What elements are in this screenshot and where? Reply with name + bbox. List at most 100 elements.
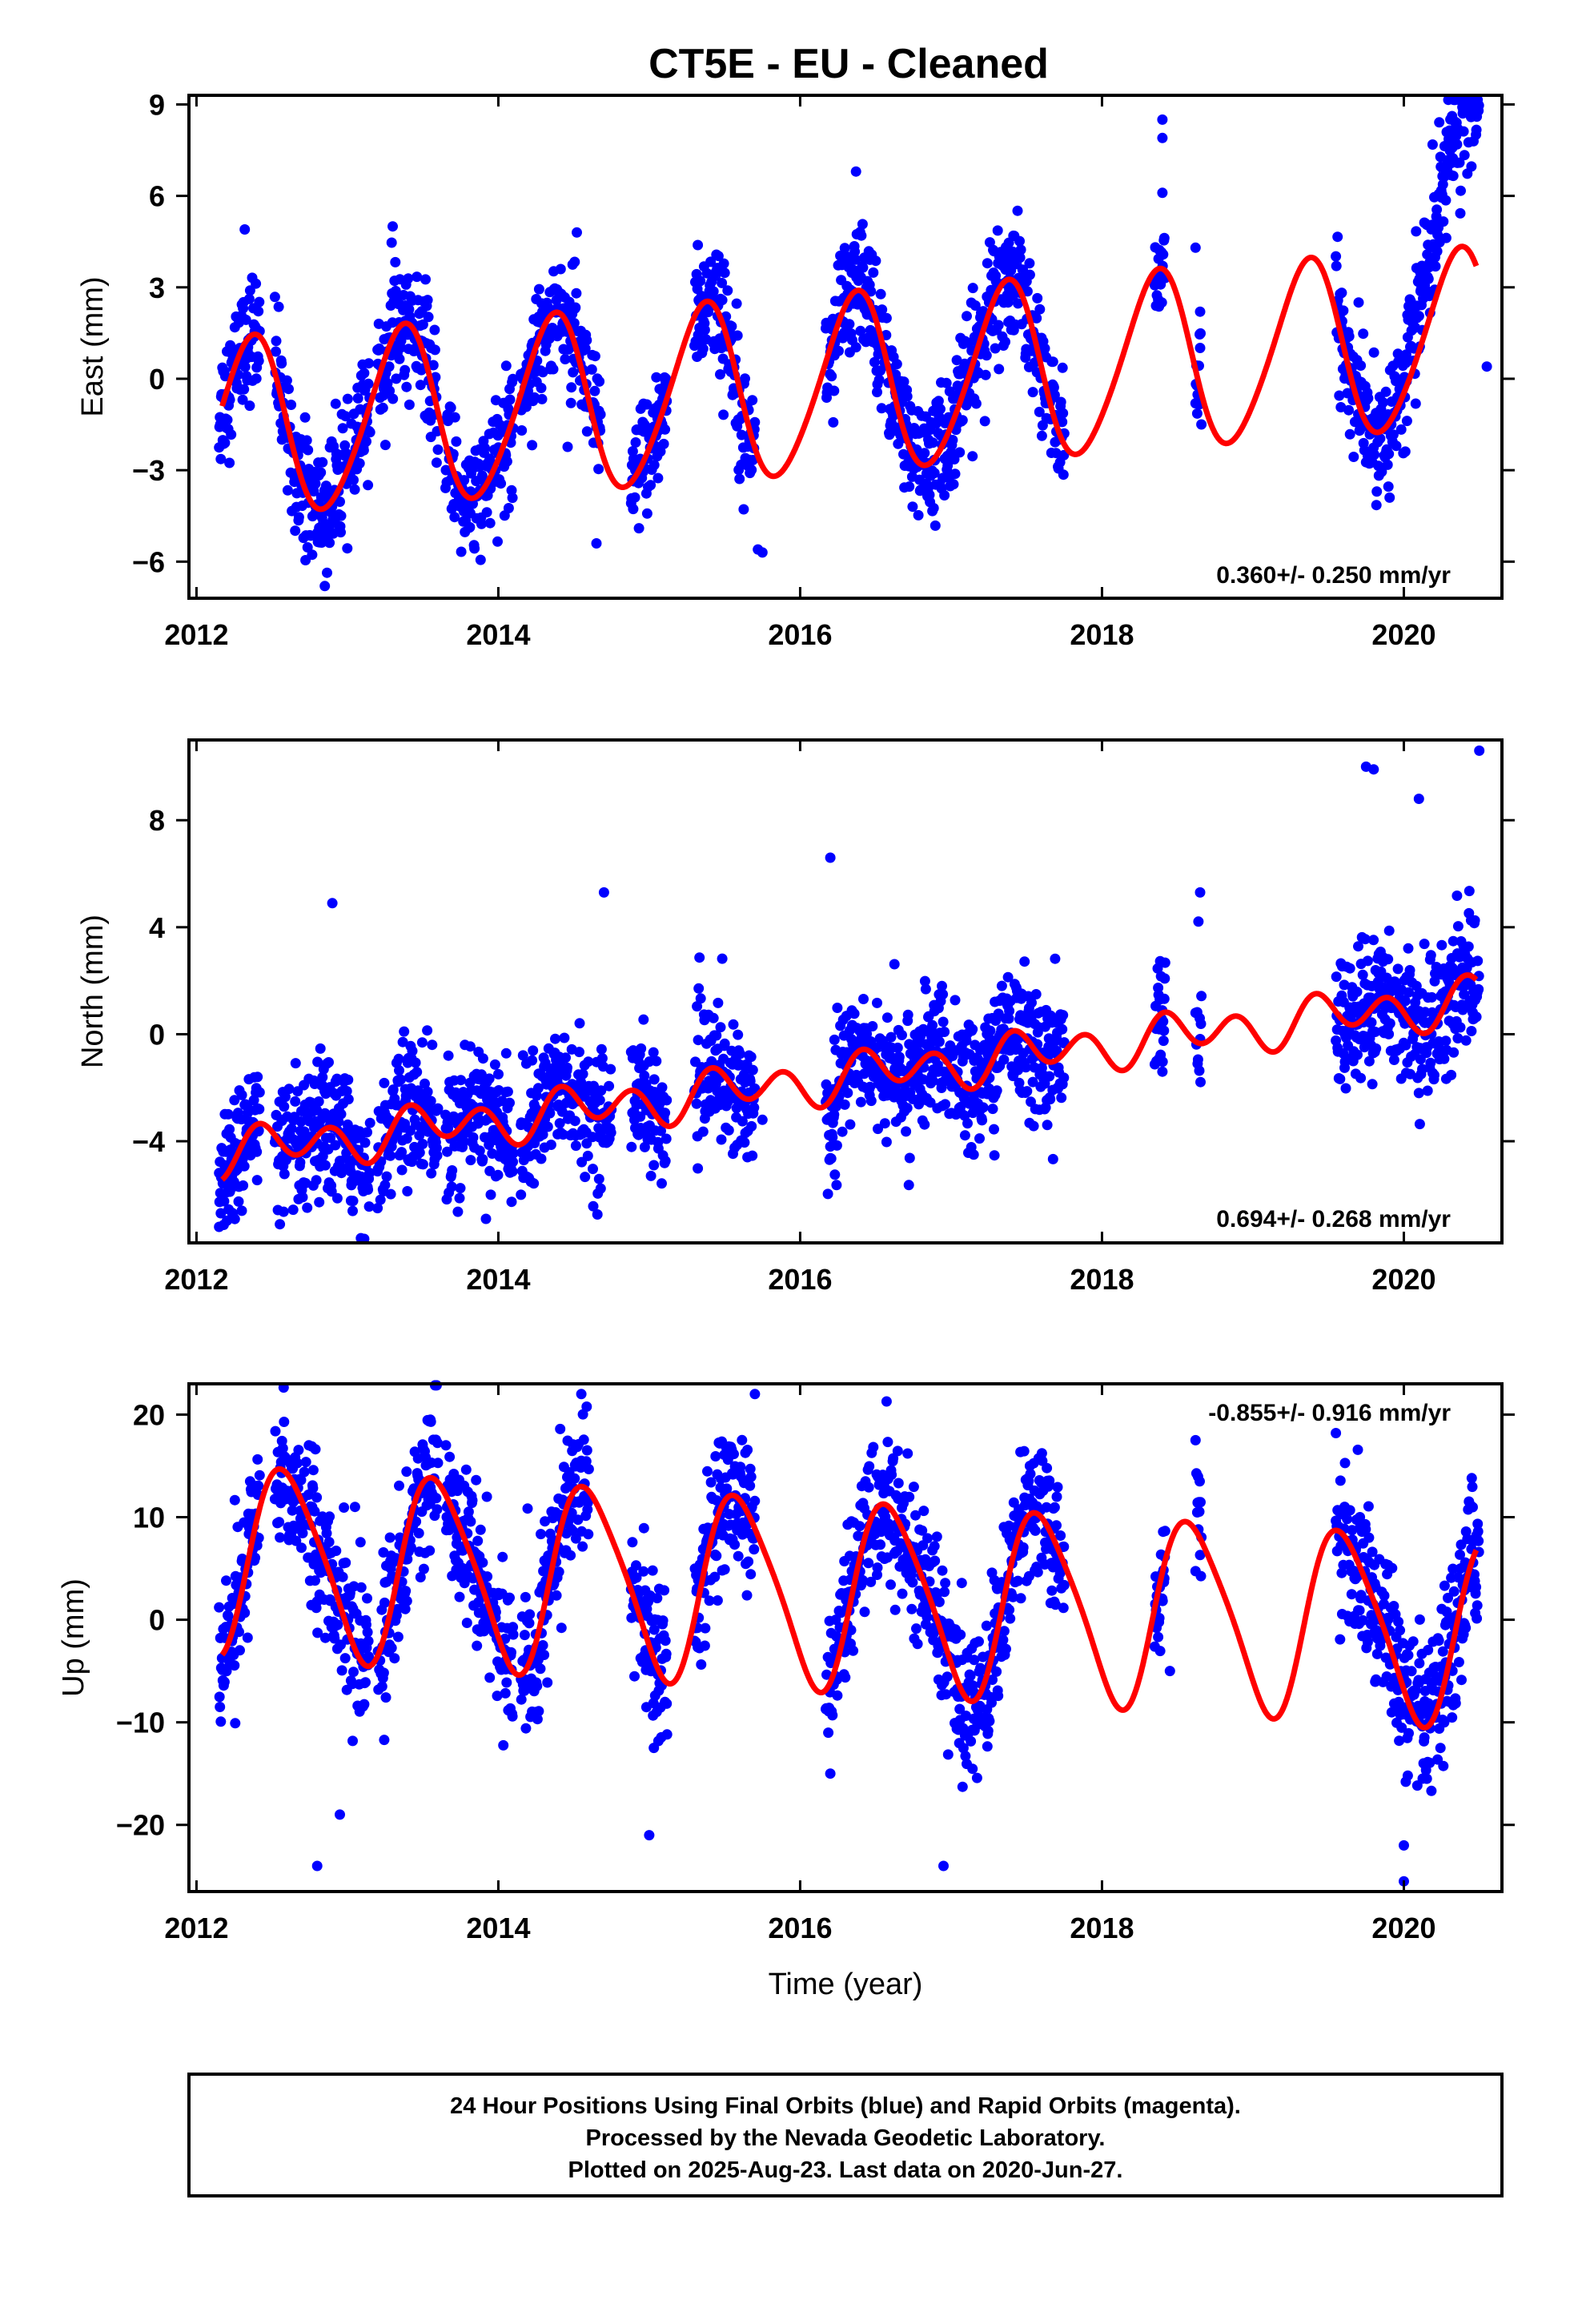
east-data-point: [251, 278, 262, 289]
north-data-point: [335, 1108, 347, 1120]
north-data-point: [645, 1170, 656, 1181]
north-data-point: [410, 1057, 421, 1068]
north-data-point: [604, 1080, 615, 1092]
up-data-point: [583, 1529, 594, 1540]
east-data-point: [857, 219, 868, 230]
north-data-point: [570, 1140, 581, 1152]
east-data-point: [849, 246, 861, 257]
north-data-point: [825, 1153, 837, 1164]
north-data-point: [651, 1055, 662, 1067]
up-data-point: [661, 1648, 672, 1659]
up-data-point: [394, 1480, 404, 1491]
north-data-point: [989, 1124, 999, 1135]
east-data-point: [1332, 231, 1343, 243]
up-data-point: [832, 1690, 843, 1701]
up-data-point: [524, 1609, 536, 1620]
north-data-point: [1357, 969, 1368, 980]
north-data-point: [1384, 1018, 1395, 1029]
east-data-point: [383, 361, 395, 372]
east-data-point: [1336, 287, 1347, 299]
east-data-point: [826, 371, 837, 382]
east-data-point: [422, 295, 433, 306]
east-dots-layer: [214, 94, 1492, 592]
east-data-point: [566, 382, 577, 393]
north-data-point: [364, 1117, 375, 1128]
north-data-point: [251, 1146, 263, 1157]
up-data-point: [380, 1692, 391, 1703]
north-data-point: [528, 1178, 540, 1189]
up-data-point: [934, 1596, 945, 1607]
east-data-point: [1371, 486, 1383, 497]
up-data-point: [379, 1597, 390, 1608]
up-data-point: [219, 1676, 230, 1687]
east-data-point: [565, 397, 576, 408]
north-data-point: [468, 1132, 479, 1143]
north-outlier-point: [372, 1203, 383, 1214]
north-data-point: [347, 1205, 358, 1216]
north-data-point: [1028, 1120, 1039, 1132]
up-data-point: [221, 1575, 231, 1586]
up-data-point: [745, 1569, 757, 1580]
east-outlier-point: [850, 166, 861, 177]
east-data-point: [293, 512, 304, 523]
north-outlier-point: [516, 1189, 527, 1200]
up-data-point: [886, 1470, 897, 1480]
north-data-point: [528, 1045, 539, 1056]
east-data-point: [865, 286, 877, 297]
east-data-point: [833, 345, 844, 356]
east-data-point: [850, 254, 861, 265]
north-data-point: [1362, 955, 1373, 967]
east-data-point: [633, 523, 644, 534]
north-data-point: [1440, 1035, 1452, 1047]
east-data-point: [967, 451, 978, 462]
north-data-point: [1058, 1072, 1070, 1084]
east-data-point: [253, 356, 264, 367]
up-data-point: [253, 1480, 264, 1491]
east-data-point: [243, 293, 255, 304]
up-data-point: [340, 1557, 351, 1568]
east-data-point: [404, 399, 415, 410]
up-data-point: [971, 1772, 982, 1783]
north-data-point: [950, 995, 961, 1006]
up-data-point: [863, 1558, 874, 1569]
east-data-point: [693, 239, 704, 251]
up-data-point: [629, 1671, 640, 1682]
east-data-point: [1331, 251, 1342, 262]
north-data-point: [394, 1065, 404, 1076]
east-data-point: [239, 361, 251, 372]
east-data-point: [857, 262, 869, 273]
north-data-point: [290, 1058, 301, 1069]
north-data-point: [229, 1213, 240, 1224]
north-data-point: [1058, 1010, 1069, 1021]
east-data-point: [363, 358, 375, 369]
north-data-point: [279, 1101, 290, 1112]
north-data-point: [1366, 1017, 1377, 1028]
up-data-point: [384, 1532, 396, 1543]
up-data-point: [362, 1593, 372, 1604]
east-outlier-point: [1190, 242, 1201, 253]
east-data-point: [390, 256, 401, 267]
east-data-point: [1158, 232, 1170, 243]
north-x-tick-label: 2018: [1070, 1263, 1134, 1296]
north-data-point: [314, 1196, 325, 1208]
east-data-point: [939, 490, 950, 501]
east-data-point: [222, 414, 233, 425]
up-data-point: [868, 1441, 879, 1453]
north-data-point: [734, 1048, 745, 1059]
east-data-point: [651, 372, 662, 383]
east-data-point: [1338, 305, 1349, 316]
north-y-tick-label: −4: [132, 1125, 165, 1158]
east-data-point: [1031, 312, 1042, 324]
east-data-point: [1156, 297, 1167, 308]
east-data-point: [342, 393, 353, 404]
east-data-point: [913, 509, 924, 521]
north-data-point: [536, 1153, 547, 1164]
east-data-point: [695, 275, 706, 287]
north-data-point: [661, 1095, 673, 1106]
east-data-point: [420, 274, 431, 285]
north-data-point: [545, 1140, 556, 1150]
east-outlier-point: [757, 547, 768, 558]
up-data-point: [296, 1542, 307, 1554]
east-data-point: [1413, 311, 1424, 322]
